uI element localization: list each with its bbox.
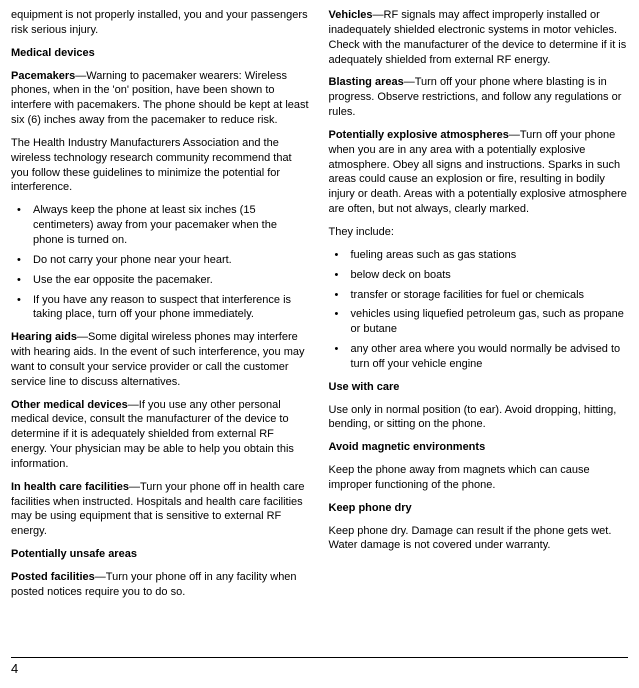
list-item: If you have any reason to suspect that i…	[11, 293, 311, 323]
list-item: Use the ear opposite the pacemaker.	[11, 273, 311, 288]
list-item: Always keep the phone at least six inche…	[11, 203, 311, 248]
keep-dry-text: Keep phone dry. Damage can result if the…	[329, 524, 629, 554]
vehicles-paragraph: Vehicles—RF signals may affect improperl…	[329, 8, 629, 67]
right-column: Vehicles—RF signals may affect improperl…	[329, 8, 629, 608]
explosive-areas-list: fueling areas such as gas stations below…	[329, 248, 629, 372]
list-item: fueling areas such as gas stations	[329, 248, 629, 263]
explosive-paragraph: Potentially explosive atmospheres—Turn o…	[329, 128, 629, 217]
hearing-aids-label: Hearing aids	[11, 331, 77, 343]
explosive-text: —Turn off your phone when you are in any…	[329, 129, 627, 215]
list-item: below deck on boats	[329, 268, 629, 283]
use-with-care-text: Use only in normal position (to ear). Av…	[329, 403, 629, 433]
other-devices-label: Other medical devices	[11, 399, 128, 411]
vehicles-text: —RF signals may affect improperly instal…	[329, 9, 627, 66]
posted-facilities-paragraph: Posted facilities—Turn your phone off in…	[11, 570, 311, 600]
health-assoc-paragraph: The Health Industry Manufacturers Associ…	[11, 136, 311, 195]
pacemakers-paragraph: Pacemakers—Warning to pacemaker wearers:…	[11, 69, 311, 128]
facilities-label: In health care facilities	[11, 481, 129, 493]
use-with-care-heading: Use with care	[329, 380, 629, 395]
page-number: 4	[11, 661, 18, 676]
intro-paragraph: equipment is not properly installed, you…	[11, 8, 311, 38]
other-devices-paragraph: Other medical devices—If you use any oth…	[11, 398, 311, 472]
unsafe-areas-heading: Potentially unsafe areas	[11, 547, 311, 562]
pacemakers-label: Pacemakers	[11, 70, 75, 82]
left-column: equipment is not properly installed, you…	[11, 8, 311, 608]
blasting-paragraph: Blasting areas—Turn off your phone where…	[329, 75, 629, 120]
blasting-label: Blasting areas	[329, 76, 404, 88]
they-include-text: They include:	[329, 225, 629, 240]
posted-facilities-label: Posted facilities	[11, 571, 95, 583]
list-item: any other area where you would normally …	[329, 342, 629, 372]
vehicles-label: Vehicles	[329, 9, 373, 21]
avoid-magnetic-heading: Avoid magnetic environments	[329, 440, 629, 455]
keep-dry-heading: Keep phone dry	[329, 501, 629, 516]
list-item: Do not carry your phone near your heart.	[11, 253, 311, 268]
content-columns: equipment is not properly installed, you…	[11, 8, 628, 608]
facilities-paragraph: In health care facilities—Turn your phon…	[11, 480, 311, 539]
list-item: vehicles using liquefied petroleum gas, …	[329, 307, 629, 337]
hearing-aids-paragraph: Hearing aids—Some digital wireless phone…	[11, 330, 311, 389]
medical-devices-heading: Medical devices	[11, 46, 311, 61]
avoid-magnetic-text: Keep the phone away from magnets which c…	[329, 463, 629, 493]
page-footer: 4	[11, 657, 628, 678]
explosive-label: Potentially explosive atmospheres	[329, 129, 509, 141]
list-item: transfer or storage facilities for fuel …	[329, 288, 629, 303]
pacemaker-guidelines-list: Always keep the phone at least six inche…	[11, 203, 311, 322]
